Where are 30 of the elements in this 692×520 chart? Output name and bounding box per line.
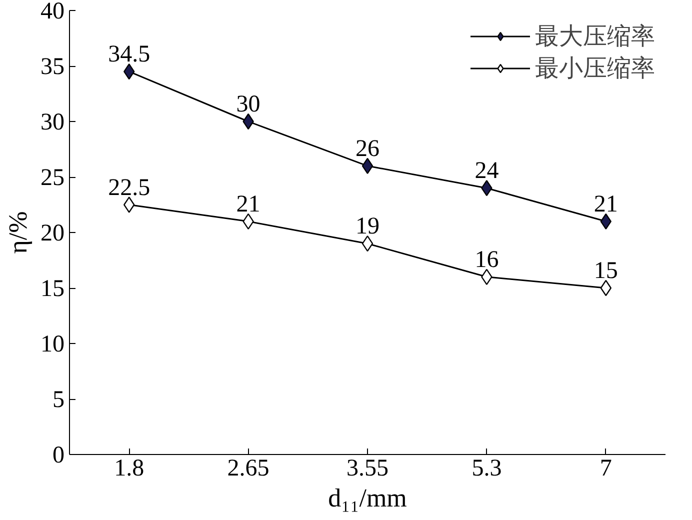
x-tick-label: 7 [600,456,612,482]
data-label: 16 [474,246,499,273]
y-tick-label: 15 [40,276,64,302]
x-tick-label: 2.65 [227,456,270,482]
x-axis-title: d₁₁/mm [328,484,407,512]
point [362,236,374,252]
data-label: 34.5 [108,42,150,68]
data-label: 24 [474,158,499,184]
data-label: 19 [356,214,380,240]
y-tick-label: 20 [40,220,64,246]
data-label: 21 [236,191,260,218]
x-tick-label: 1.8 [114,456,144,482]
y-tick-label: 0 [52,442,64,468]
data-label: 21 [594,191,618,218]
point [362,158,374,174]
data-label: 30 [236,92,260,118]
y-tick-label: 10 [40,332,64,358]
legend-label: 最大压缩率 [535,21,655,52]
x-tick-label: 3.55 [346,456,388,482]
x-tick-label: 5.3 [472,456,502,482]
legend-label: 最小压缩率 [535,53,655,84]
y-tick-label: 30 [40,110,64,136]
data-label: 22.5 [108,174,150,201]
y-tick-label: 25 [40,165,64,191]
y-tick-label: 40 [40,0,64,24]
y-axis-title: η/% [4,211,32,254]
y-tick-label: 5 [52,387,64,413]
data-label: 26 [356,136,380,162]
y-tick-label: 35 [40,54,64,80]
data-label: 15 [594,258,618,284]
